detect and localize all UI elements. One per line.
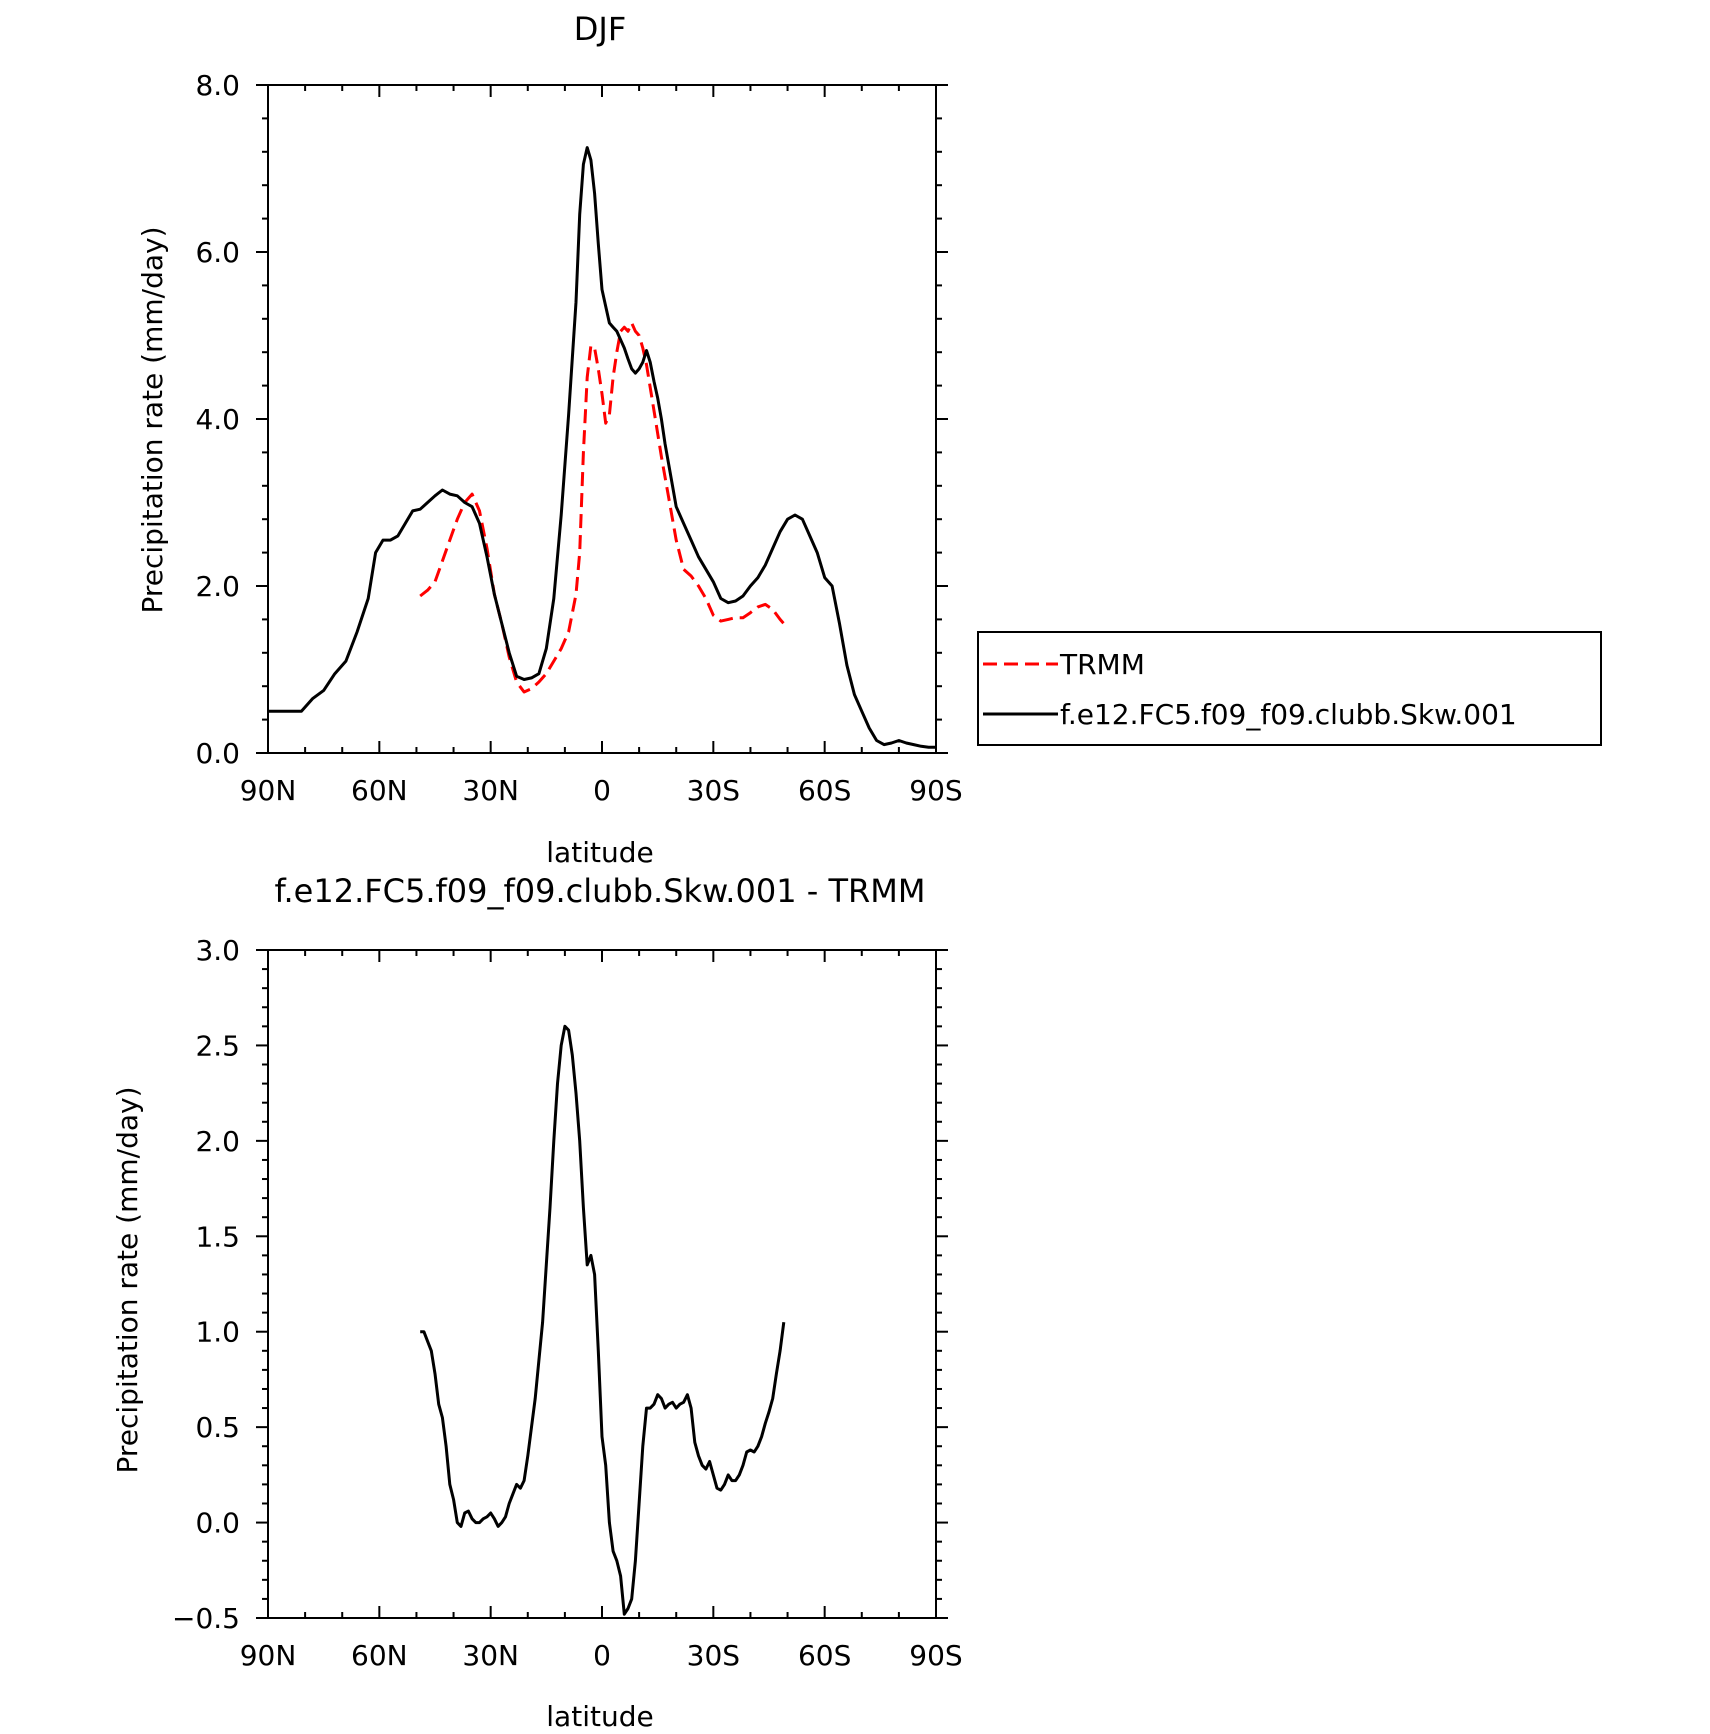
x-tick-label: 30S — [687, 774, 740, 807]
difference-series-line-0 — [420, 1024, 786, 1616]
x-tick-label: 90S — [909, 774, 962, 807]
y-tick-label: 2.0 — [195, 1125, 240, 1158]
x-tick-label: 60N — [351, 774, 408, 807]
y-tick-label: 0.0 — [195, 737, 240, 770]
x-tick-label: 30N — [462, 1639, 519, 1672]
y-axis-label-difference: Precipitation rate (mm/day) — [111, 1086, 144, 1473]
y-axis-label-djf: Precipitation rate (mm/day) — [136, 226, 169, 613]
legend-box — [977, 631, 1602, 746]
legend-label-model: f.e12.FC5.f09_f09.clubb.Skw.001 — [1060, 698, 1517, 731]
djf-series-line-0 — [419, 321, 785, 694]
plot-frame — [267, 949, 937, 1619]
plot-area-difference: 90N 60N 30N 0 30S 60S 90S −0.5 0.0 0.5 1.0 1.5 2.0 2.… — [172, 934, 963, 1672]
djf-series-line-1 — [268, 146, 936, 749]
plot-frame — [267, 84, 937, 754]
x-tick-label: 90N — [240, 1639, 297, 1672]
difference-panel: f.e12.FC5.f09_f09.clubb.Skw.001 - TRMM 9… — [111, 872, 963, 1733]
y-tick-label: 2.0 — [195, 570, 240, 603]
y-tick-label: 1.5 — [195, 1220, 240, 1253]
x-tick-label: 30N — [462, 774, 519, 807]
x-tick-label: 0 — [593, 1639, 611, 1672]
legend: TRMM f.e12.FC5.f09_f09.clubb.Skw.001 — [977, 631, 1602, 746]
y-tick-label: 2.5 — [195, 1029, 240, 1062]
djf-panel: DJF 90N 60N 30N 0 30S 60S 90S 0.0 2.0 4.0 6.0 8.0 l… — [136, 10, 963, 869]
x-axis-label-difference: latitude — [546, 1700, 653, 1733]
y-tick-label: 0.0 — [195, 1507, 240, 1540]
x-tick-label: 90N — [240, 774, 297, 807]
chart-title-djf: DJF — [574, 10, 626, 48]
x-tick-label: 60N — [351, 1639, 408, 1672]
x-tick-label: 60S — [798, 1639, 851, 1672]
legend-label-trmm: TRMM — [1059, 648, 1145, 681]
y-tick-label: 8.0 — [195, 69, 240, 102]
plot-area-djf: 90N 60N 30N 0 30S 60S 90S 0.0 2.0 4.0 6.0 8.0 — [195, 69, 962, 807]
y-tick-label: 4.0 — [195, 403, 240, 436]
x-tick-label: 60S — [798, 774, 851, 807]
y-tick-label: 3.0 — [195, 934, 240, 967]
chart-title-difference: f.e12.FC5.f09_f09.clubb.Skw.001 - TRMM — [275, 872, 926, 910]
y-tick-label: 6.0 — [195, 236, 240, 269]
x-tick-label: 90S — [909, 1639, 962, 1672]
x-tick-label: 0 — [593, 774, 611, 807]
x-axis-label-djf: latitude — [546, 836, 653, 869]
y-tick-label: 1.0 — [195, 1316, 240, 1349]
x-tick-label: 30S — [687, 1639, 740, 1672]
y-tick-label: 0.5 — [195, 1411, 240, 1444]
y-tick-label: −0.5 — [172, 1602, 240, 1635]
